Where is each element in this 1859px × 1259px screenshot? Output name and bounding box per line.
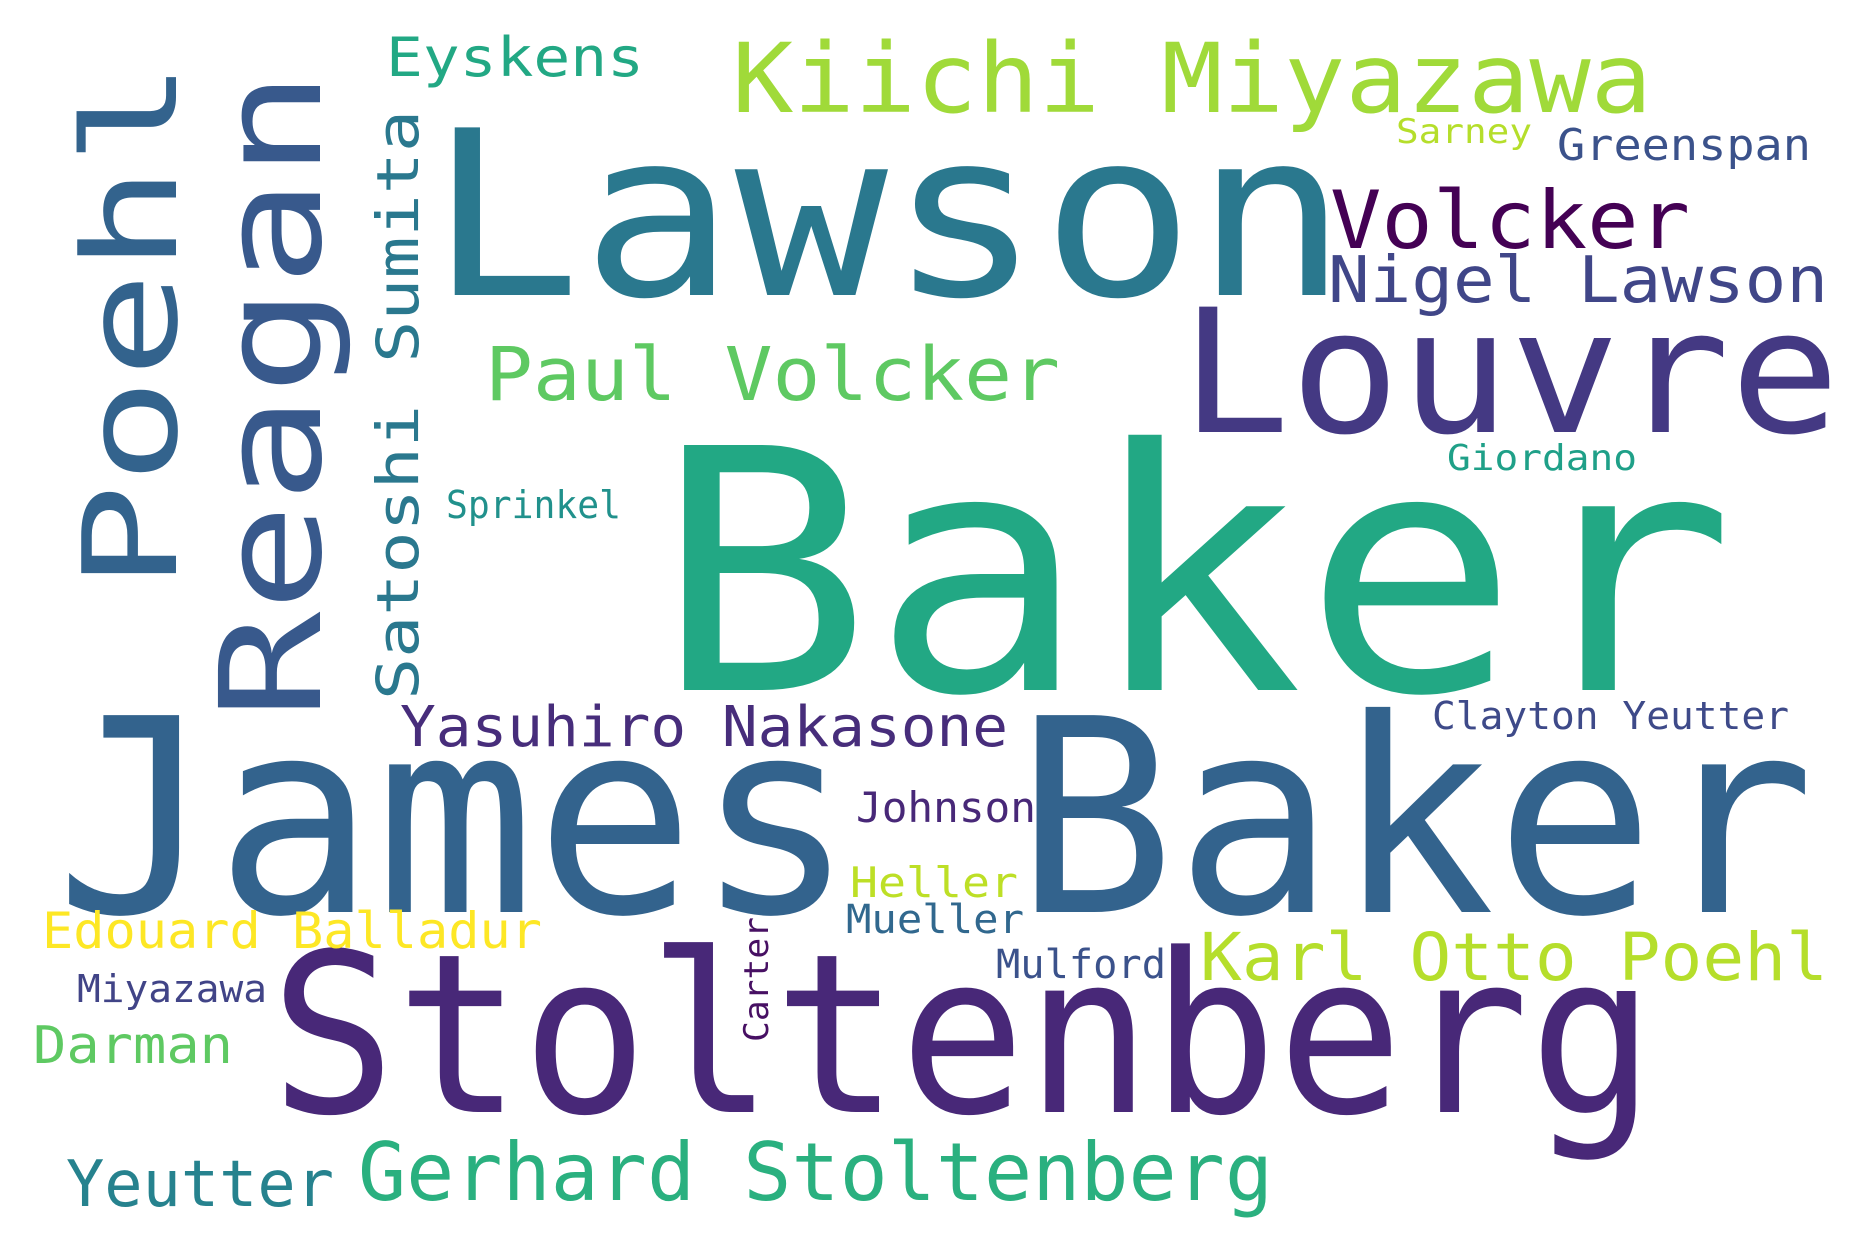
word-kiichi-miyazawa: Kiichi Miyazawa <box>732 23 1652 135</box>
word-mulford: Mulford <box>996 942 1166 988</box>
word-johnson: Johnson <box>856 783 1036 832</box>
word-mueller: Mueller <box>846 897 1024 943</box>
word-gerhard-stoltenberg: Gerhard Stoltenberg <box>358 1126 1273 1219</box>
word-poehl: Poehl <box>55 60 207 590</box>
word-sprinkel: Sprinkel <box>446 483 621 527</box>
word-baker: Baker <box>655 379 1735 770</box>
word-giordano: Giordano <box>1447 438 1637 479</box>
word-greenspan: Greenspan <box>1557 120 1811 171</box>
word-edouard-balladur: Edouard Balladur <box>42 902 542 960</box>
word-carter: Carter <box>737 917 777 1042</box>
word-james-baker: James Baker <box>55 661 1815 976</box>
word-reagan: Reagan <box>191 70 354 720</box>
word-eyskens: Eyskens <box>386 26 644 89</box>
word-clayton-yeutter: Clayton Yeutter <box>1432 694 1789 738</box>
word-louvre: Louvre <box>1180 272 1840 473</box>
word-stoltenberg: Stoltenberg <box>270 907 1655 1165</box>
word-yasuhiro-nakasone: Yasuhiro Nakasone <box>400 695 1008 760</box>
word-paul-volcker: Paul Volcker <box>485 332 1060 418</box>
word-yeutter: Yeutter <box>66 1148 334 1222</box>
word-nigel-lawson: Nigel Lawson <box>1328 244 1828 318</box>
word-lawson: Lawson <box>428 83 1348 350</box>
word-darman: Darman <box>33 1016 233 1076</box>
word-volcker: Volcker <box>1330 174 1690 267</box>
word-miyazawa: Miyazawa <box>77 967 267 1011</box>
word-heller: Heller <box>850 858 1018 907</box>
word-karl-otto-poehl: Karl Otto Poehl <box>1200 919 1828 996</box>
word-sarney: Sarney <box>1396 112 1532 152</box>
word-satoshi-sumita: Satoshi Sumita <box>364 110 432 700</box>
